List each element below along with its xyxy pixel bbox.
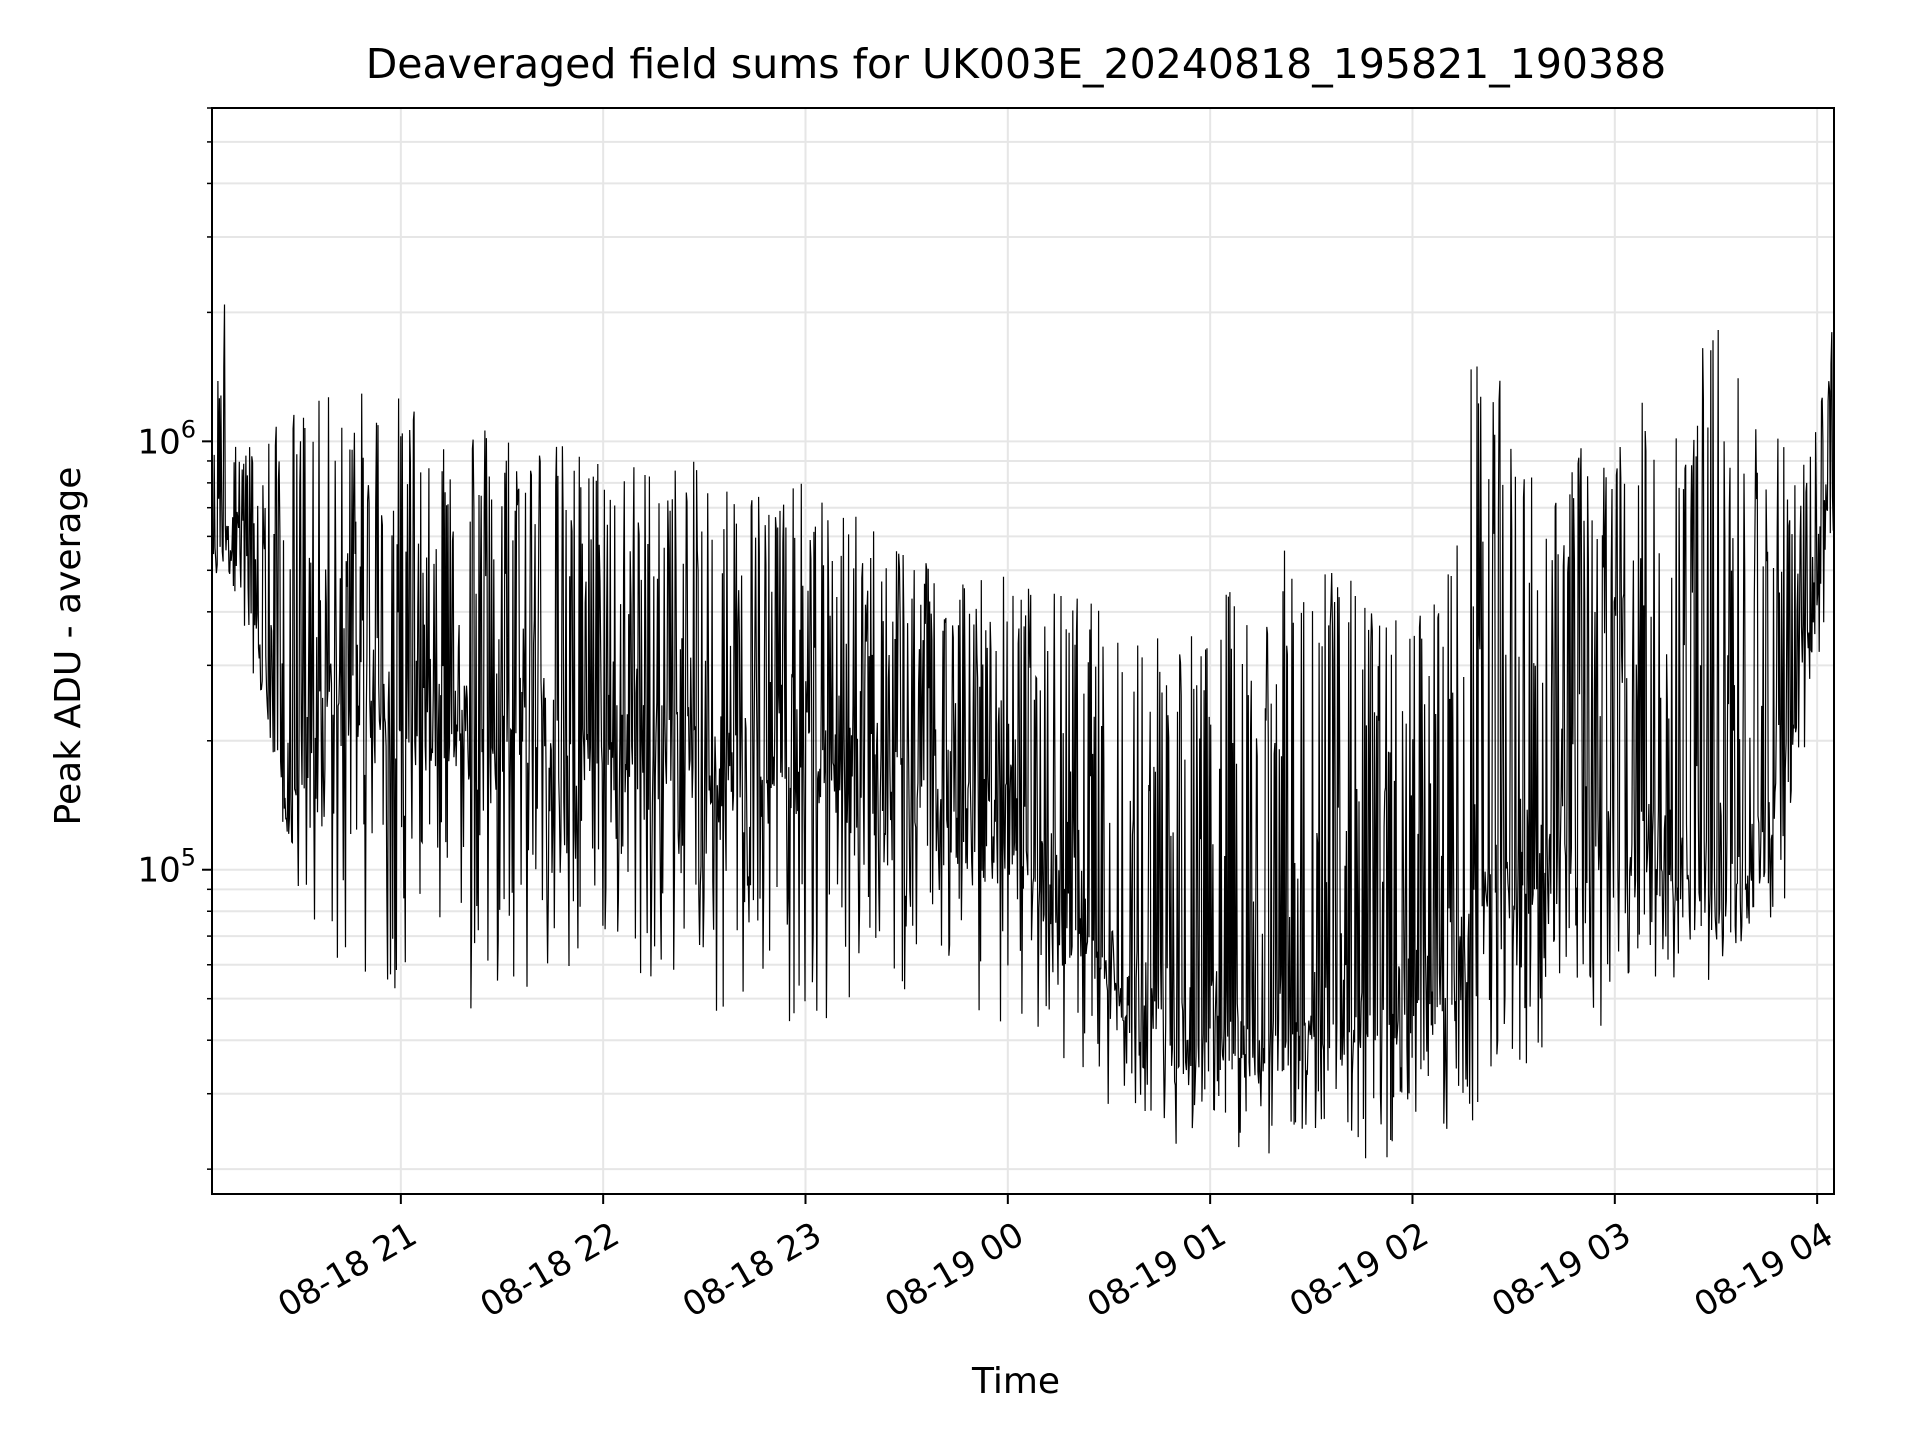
x-axis-label: Time <box>971 1361 1060 1402</box>
grid <box>212 107 1834 1194</box>
plot-frame <box>211 107 1835 1195</box>
y-tick-label: 105 <box>137 844 196 891</box>
series-line <box>212 304 1834 1159</box>
data-series <box>212 304 1834 1159</box>
chart-title: Deaveraged field sums for UK003E_2024081… <box>366 40 1667 88</box>
y-tick-label: 106 <box>137 415 196 462</box>
y-axis-label: Peak ADU - average <box>48 467 89 826</box>
